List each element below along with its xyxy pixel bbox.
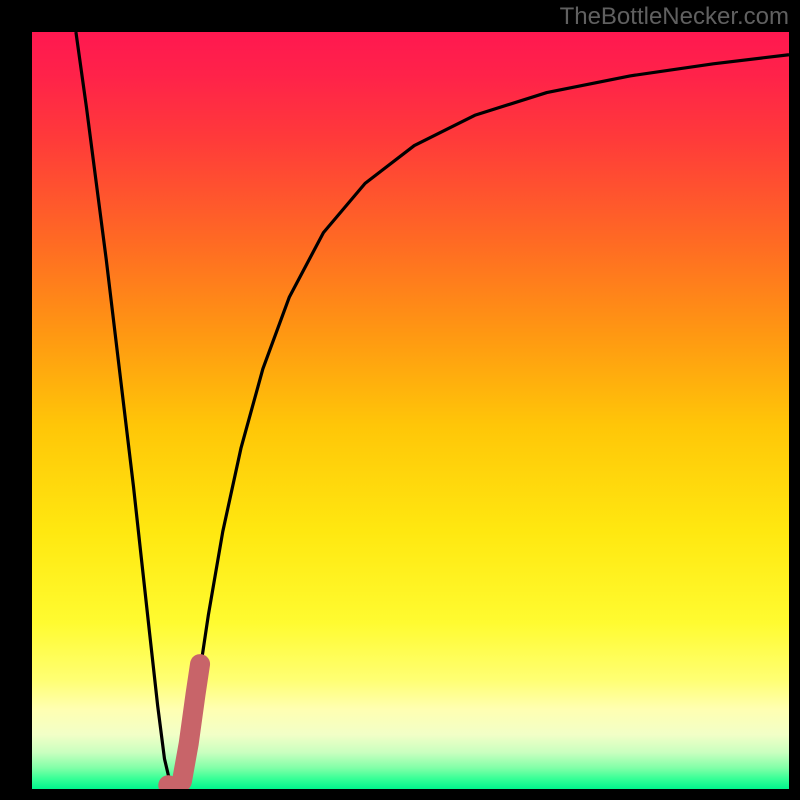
chart-frame — [0, 0, 800, 800]
plot-area — [32, 32, 789, 789]
gradient-background — [32, 32, 789, 789]
watermark-text: TheBottleNecker.com — [560, 3, 789, 31]
chart-svg — [32, 32, 789, 789]
